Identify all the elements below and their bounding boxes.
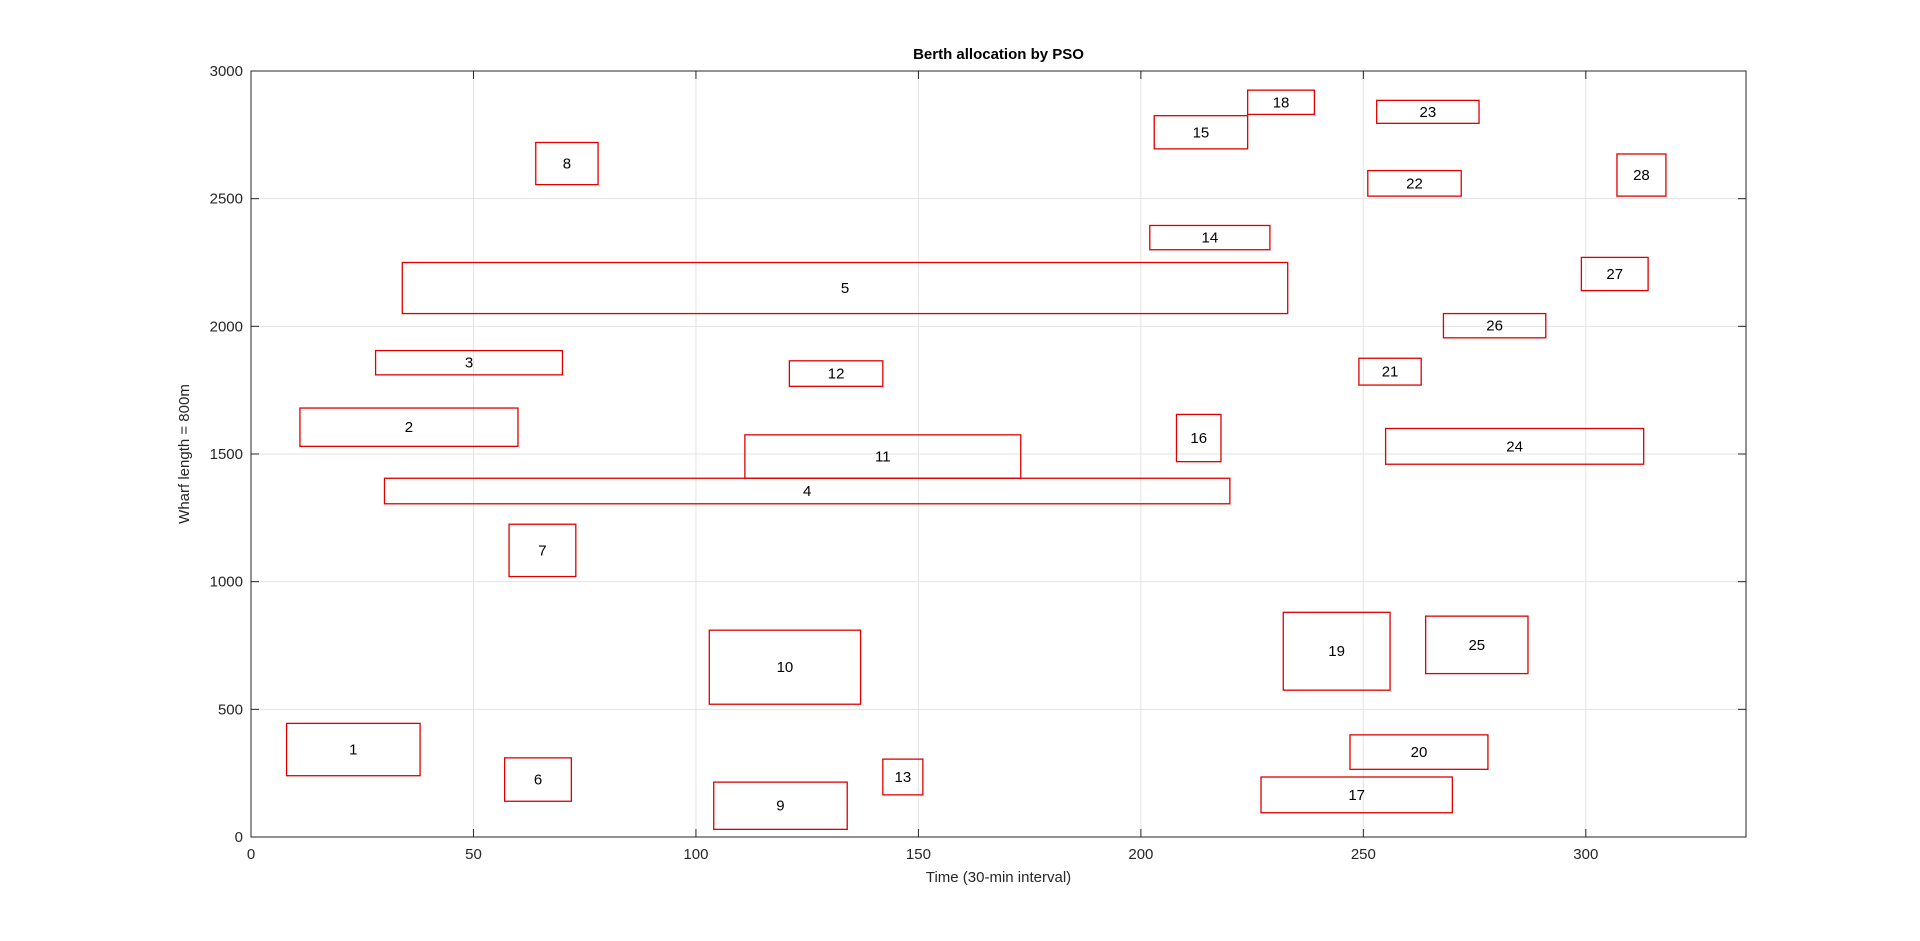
vessel-label-15: 15 bbox=[1193, 124, 1210, 141]
vessel-rect-26 bbox=[1442, 312, 1547, 339]
vessel-label-26: 26 bbox=[1486, 318, 1503, 335]
vessel-label-16: 16 bbox=[1190, 430, 1207, 447]
y-tick-label: 0 bbox=[235, 829, 243, 846]
vessel-rect-22 bbox=[1367, 169, 1462, 197]
x-tick-label: 50 bbox=[465, 846, 482, 863]
vessel-rect-12 bbox=[788, 360, 884, 387]
y-tick-label: 2000 bbox=[210, 318, 243, 335]
vessel-rect-9 bbox=[713, 781, 848, 830]
vessel-label-3: 3 bbox=[465, 355, 473, 372]
vessel-rect-19 bbox=[1282, 611, 1391, 691]
vessel-label-24: 24 bbox=[1506, 438, 1523, 455]
vessel-label-18: 18 bbox=[1273, 94, 1290, 111]
vessel-label-22: 22 bbox=[1406, 175, 1423, 192]
vessel-label-2: 2 bbox=[405, 419, 413, 436]
y-tick-label: 1500 bbox=[210, 446, 243, 463]
vessel-label-20: 20 bbox=[1411, 744, 1428, 761]
x-tick-label: 250 bbox=[1351, 846, 1376, 863]
vessel-label-5: 5 bbox=[841, 280, 849, 297]
vessel-rect-14 bbox=[1149, 224, 1271, 251]
vessel-rect-13 bbox=[882, 758, 924, 796]
vessel-rect-6 bbox=[503, 757, 573, 802]
vessel-rect-11 bbox=[744, 434, 1022, 479]
vessel-rect-24 bbox=[1384, 427, 1645, 465]
y-tick-label: 1000 bbox=[210, 574, 243, 591]
vessel-rect-15 bbox=[1153, 115, 1249, 150]
y-tick-label: 500 bbox=[218, 701, 243, 718]
chart-title: Berth allocation by PSO bbox=[913, 46, 1084, 63]
vessel-rect-10 bbox=[708, 629, 862, 705]
vessel-rect-2 bbox=[299, 407, 519, 447]
vessel-rect-7 bbox=[508, 523, 577, 578]
vessel-label-6: 6 bbox=[534, 772, 542, 789]
vessel-rect-18 bbox=[1247, 89, 1316, 116]
vessel-label-17: 17 bbox=[1348, 787, 1365, 804]
vessel-label-13: 13 bbox=[894, 769, 911, 786]
vessel-label-14: 14 bbox=[1202, 230, 1219, 247]
x-tick-label: 0 bbox=[247, 846, 255, 863]
y-tick-label: 2500 bbox=[210, 191, 243, 208]
vessel-rect-21 bbox=[1358, 357, 1422, 386]
vessel-rect-20 bbox=[1349, 734, 1489, 770]
vessel-label-28: 28 bbox=[1633, 167, 1650, 184]
vessel-label-9: 9 bbox=[776, 798, 784, 815]
vessel-rect-16 bbox=[1175, 413, 1222, 463]
x-tick-label: 100 bbox=[683, 846, 708, 863]
x-tick-label: 200 bbox=[1128, 846, 1153, 863]
vessel-label-25: 25 bbox=[1468, 637, 1485, 654]
vessel-rect-17 bbox=[1260, 776, 1453, 814]
vessel-rect-23 bbox=[1376, 99, 1480, 124]
vessel-label-21: 21 bbox=[1382, 364, 1399, 381]
x-axis-label: Time (30-min interval) bbox=[926, 869, 1071, 886]
vessel-label-11: 11 bbox=[875, 449, 891, 466]
vessel-label-10: 10 bbox=[777, 659, 794, 676]
vessel-rect-3 bbox=[374, 349, 564, 376]
vessel-label-1: 1 bbox=[349, 742, 357, 759]
vessel-label-7: 7 bbox=[538, 542, 546, 559]
vessel-label-8: 8 bbox=[563, 156, 571, 173]
vessel-layer: 1234567891011121314151617181920212223242… bbox=[285, 89, 1667, 830]
x-tick-label: 150 bbox=[906, 846, 931, 863]
vessel-rect-28 bbox=[1616, 153, 1667, 197]
y-tick-label: 3000 bbox=[210, 63, 243, 80]
vessel-rect-1 bbox=[285, 722, 421, 777]
vessel-rect-5 bbox=[401, 261, 1289, 315]
tick-layer: 0 50 100 150 200 250 3000500100015002000250030… bbox=[210, 63, 1746, 863]
vessel-rect-25 bbox=[1424, 615, 1529, 675]
vessel-label-12: 12 bbox=[828, 366, 845, 383]
vessel-rect-8 bbox=[535, 141, 599, 186]
vessel-rect-27 bbox=[1580, 256, 1649, 292]
vessel-label-4: 4 bbox=[803, 483, 811, 500]
vessel-label-27: 27 bbox=[1606, 266, 1623, 283]
x-tick-label: 300 bbox=[1573, 846, 1598, 863]
vessel-label-19: 19 bbox=[1328, 643, 1345, 660]
vessel-label-23: 23 bbox=[1420, 104, 1437, 121]
y-axis-label: Wharf length = 800m bbox=[176, 384, 193, 524]
